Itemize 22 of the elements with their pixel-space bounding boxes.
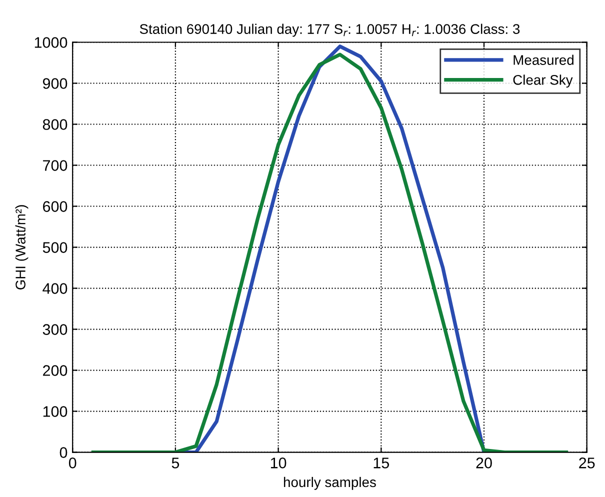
y-tick-label: 400 [42,283,68,294]
y-tick-label: 900 [42,78,68,89]
x-tick-label: 15 [374,458,390,468]
x-axis-title: hourly samples [284,476,376,490]
y-tick-label: 200 [43,365,68,376]
x-tick-label: 20 [476,458,492,468]
x-tick-label: 25 [579,458,595,468]
x-tick-label: 0 [68,458,76,468]
y-tick-label: 500 [42,242,68,253]
y-tick-label: 0 [60,447,68,458]
y-tick-label: 800 [42,119,68,130]
x-tick-label: 10 [270,458,286,468]
y-tick-label: 300 [42,324,68,335]
y-tick-label: 700 [43,160,68,171]
y-tick-label: 1000 [34,37,68,48]
chart-title: Station 690140 Julian day: 177 S$_{r}$: 1.0057 H$_{r}$: 1.0036 Class: 3 [140,24,520,37]
y-tick-label: 600 [43,201,68,212]
legend-label: Clear Sky [513,74,573,88]
legend-label: Measured [514,54,574,65]
x-tick-label: 5 [172,458,180,468]
y-tick-label: 100 [43,406,68,417]
y-axis-title: GHI (Watt/m²) [15,205,28,290]
